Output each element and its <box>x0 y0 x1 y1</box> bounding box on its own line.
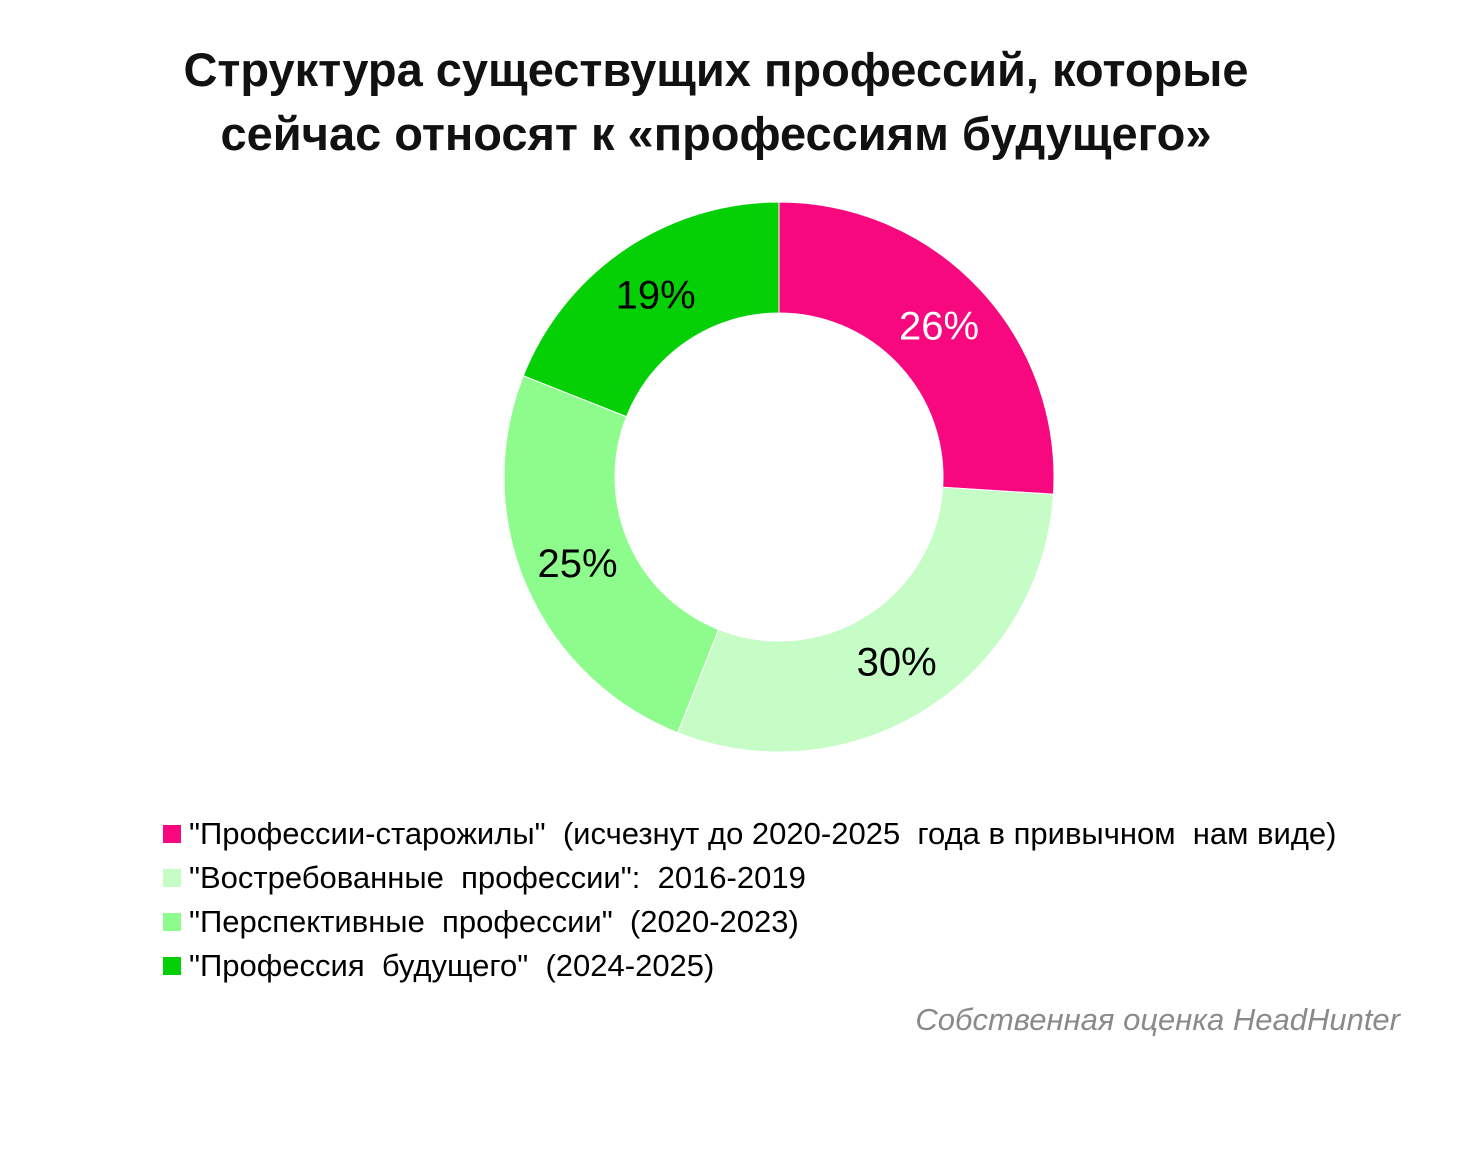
donut-slice-2 <box>677 486 1054 753</box>
legend-label-3: "Перспективные профессии" (2020-2023) <box>189 904 799 939</box>
legend-swatch-4 <box>163 957 181 975</box>
chart-title-line-1: Структура существущих профессий, которые <box>183 43 1249 96</box>
legend-swatch-3 <box>163 913 181 931</box>
legend-item-2: "Востребованные профессии": 2016-2019 <box>163 856 1336 900</box>
donut-chart: 26% 30% 25% 19% <box>503 201 1055 753</box>
data-label-2: 30% <box>857 640 937 684</box>
chart-legend: "Профессии-старожилы" (исчезнут до 2020-… <box>163 812 1336 988</box>
legend-swatch-1 <box>163 825 181 843</box>
data-label-4: 19% <box>616 273 696 317</box>
chart-title: Структура существущих профессий, которые… <box>0 38 1432 166</box>
legend-item-4: "Профессия будущего" (2024-2025) <box>163 944 1336 988</box>
data-label-3: 25% <box>538 542 618 586</box>
legend-label-4: "Профессия будущего" (2024-2025) <box>189 948 715 983</box>
data-label-1: 26% <box>899 305 979 349</box>
legend-item-3: "Перспективные профессии" (2020-2023) <box>163 900 1336 944</box>
legend-item-1: "Профессии-старожилы" (исчезнут до 2020-… <box>163 812 1336 856</box>
legend-label-2: "Востребованные профессии": 2016-2019 <box>189 860 806 895</box>
source-note: Собственная оценка HeadHunter <box>915 1002 1400 1037</box>
donut-slice-3 <box>503 375 720 734</box>
legend-label-1: "Профессии-старожилы" (исчезнут до 2020-… <box>189 816 1337 851</box>
legend-swatch-2 <box>163 869 181 887</box>
donut-slice-1 <box>778 201 1055 495</box>
donut-slice-4 <box>522 201 780 418</box>
chart-title-line-2: сейчас относят к «профессиям будущего» <box>220 107 1212 160</box>
